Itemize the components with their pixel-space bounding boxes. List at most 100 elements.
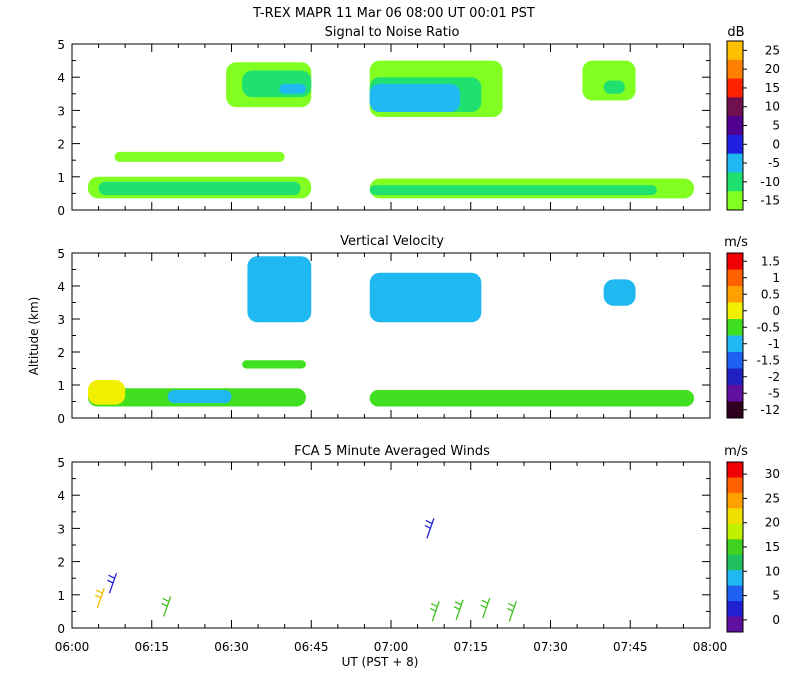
- barb-flag: [481, 599, 488, 604]
- colorbar-label: 10: [765, 100, 780, 114]
- colorbar-unit-vv: m/s: [724, 235, 748, 250]
- barb-flag: [480, 604, 487, 609]
- colorbar-swatch: [727, 41, 743, 61]
- colorbar-label: -12: [760, 403, 780, 417]
- wind-barb: [506, 601, 517, 622]
- colorbar-swatch: [727, 368, 743, 386]
- colorbar-swatch: [727, 78, 743, 98]
- colorbar-label: -0.5: [757, 320, 780, 334]
- y-tick-label: 4: [57, 489, 65, 503]
- colorbar-swatch: [727, 508, 743, 525]
- colorbar-vv: 1.5 1 0.5 0 -0.5 -1 -1.5 -2 -5 -12: [726, 252, 780, 419]
- barb-flag: [162, 597, 169, 603]
- wind-barb: [107, 572, 118, 594]
- x-tick-label: 08:00: [693, 640, 728, 654]
- y-tick-label: 4: [57, 280, 65, 294]
- colorbar-swatch: [727, 352, 743, 369]
- panel-title-snr: Signal to Noise Ratio: [325, 25, 460, 40]
- colorbar-swatch: [727, 335, 743, 353]
- barb-flag: [430, 602, 438, 607]
- colorbar-label: -1.5: [757, 353, 780, 367]
- colorbar-label: 1: [772, 271, 780, 285]
- figure-title: T-REX MAPR 11 Mar 06 08:00 UT 00:01 PST: [252, 6, 535, 21]
- colorbar-label: 15: [765, 81, 780, 95]
- data-region: [603, 279, 636, 306]
- colorbar-label: 30: [765, 467, 780, 481]
- colorbar-swatch: [727, 286, 743, 303]
- winds-axes: 0 1 2 3 4 5 06:00 06:15 06:30 06:45 07:00 07:15 07:3…: [55, 456, 728, 654]
- wind-barb: [429, 601, 440, 622]
- colorbar-unit-snr: dB: [727, 25, 744, 40]
- barb-flag: [107, 579, 114, 584]
- barb-flag: [95, 589, 103, 594]
- y-tick-label: 3: [57, 104, 65, 118]
- data-region: [369, 83, 461, 113]
- y-tick-label: 1: [57, 379, 65, 393]
- x-tick-label: 06:30: [214, 640, 249, 654]
- panel-title-vv: Vertical Velocity: [340, 234, 444, 249]
- wind-barb: [161, 596, 172, 617]
- barb-flag: [424, 524, 432, 529]
- y-tick-label: 3: [57, 522, 65, 536]
- barb-flag: [429, 607, 437, 612]
- barb-flag: [108, 574, 115, 579]
- colorbar-label: 0: [772, 137, 780, 151]
- y-tick-label: 5: [57, 456, 65, 470]
- y-tick-label: 0: [57, 412, 65, 426]
- wind-barb: [424, 518, 435, 539]
- x-tick-label: 07:00: [374, 640, 409, 654]
- colorbar-label: 0: [772, 613, 780, 627]
- colorbar-label: -5: [768, 156, 780, 170]
- colorbar-label: -2: [768, 370, 780, 384]
- x-tick-label: 07:45: [613, 640, 648, 654]
- x-tick-label: 06:45: [294, 640, 329, 654]
- colorbar-swatch: [727, 570, 743, 587]
- barb-flag: [507, 602, 515, 607]
- vv-data-layer: [87, 256, 695, 407]
- data-region: [87, 380, 126, 405]
- colorbar-frame: [726, 252, 744, 419]
- data-region: [369, 272, 482, 323]
- colorbar-swatch: [727, 616, 743, 633]
- colorbar-swatch: [727, 523, 743, 540]
- colorbar-swatch: [727, 401, 743, 419]
- colorbar-label: 10: [765, 564, 780, 578]
- wind-barb: [480, 597, 491, 619]
- colorbar-swatch: [727, 477, 743, 494]
- colorbar-label: 5: [772, 119, 780, 133]
- colorbar-swatch: [727, 601, 743, 618]
- y-axis-label: Altitude (km): [27, 297, 41, 376]
- snr-axes: 0 1 2 3 4 5: [57, 38, 711, 218]
- colorbar-label: 0.5: [761, 287, 780, 301]
- data-region: [98, 181, 301, 196]
- x-tick-label: 06:00: [55, 640, 90, 654]
- barb-flag: [425, 519, 433, 524]
- colorbar-label: 1.5: [761, 254, 780, 268]
- x-tick-label: 07:30: [533, 640, 568, 654]
- x-axis-label: UT (PST + 8): [342, 655, 419, 669]
- colorbar-label: 25: [765, 43, 780, 57]
- colorbar-label: 0: [772, 304, 780, 318]
- wind-barb: [453, 599, 464, 620]
- colorbar-swatch: [727, 191, 743, 211]
- panel-vv: Vertical Velocity 0 1 2 3 4 5 Altitude (km) m…: [27, 234, 780, 426]
- colorbar-swatch: [727, 462, 743, 478]
- colorbar-swatch: [727, 153, 743, 173]
- y-tick-label: 5: [57, 38, 65, 52]
- colorbar-winds: 30 25 20 15 10 5 0: [726, 461, 780, 633]
- colorbar-swatch: [727, 116, 743, 136]
- colorbar-label: -1: [768, 337, 780, 351]
- colorbar-label: 5: [772, 589, 780, 603]
- colorbar-swatch: [727, 585, 743, 602]
- x-tick-label: 07:15: [453, 640, 488, 654]
- y-tick-label: 2: [57, 556, 65, 570]
- data-region: [247, 256, 312, 323]
- wind-barb: [94, 587, 105, 609]
- colorbar-label: 15: [765, 540, 780, 554]
- y-tick-label: 1: [57, 589, 65, 603]
- colorbar-label: 20: [765, 62, 780, 76]
- colorbar-swatch: [727, 385, 743, 402]
- y-tick-label: 2: [57, 346, 65, 360]
- colorbar-swatch: [727, 269, 743, 287]
- vv-axes: 0 1 2 3 4 5: [57, 247, 711, 426]
